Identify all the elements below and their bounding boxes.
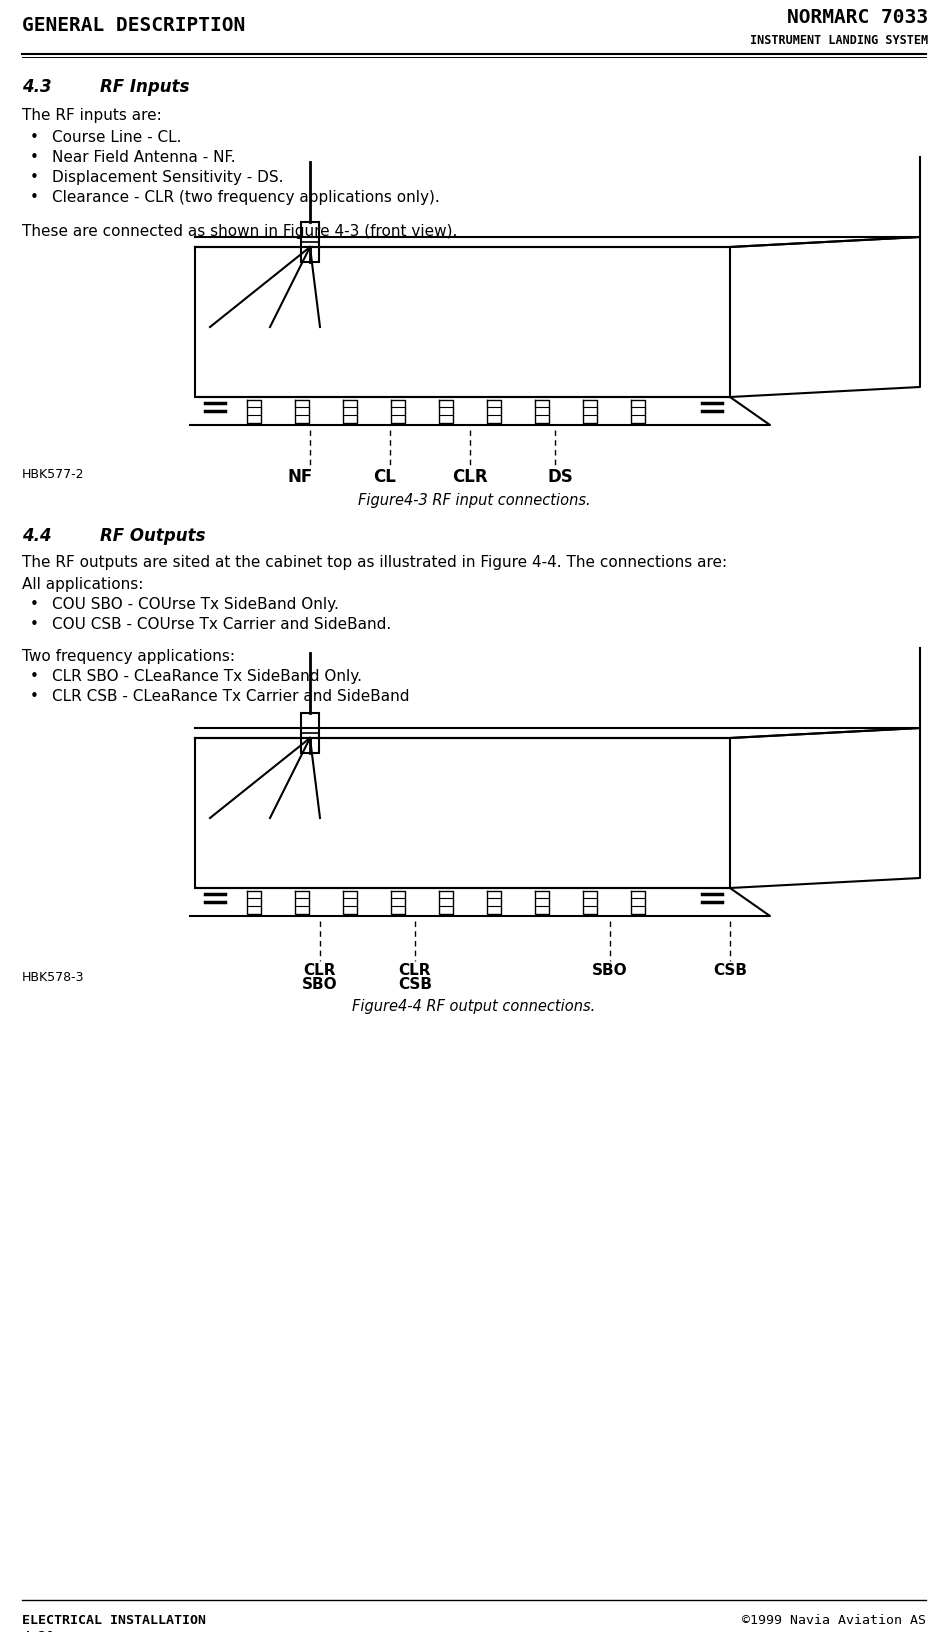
- Text: •: •: [30, 597, 39, 612]
- Text: •: •: [30, 131, 39, 145]
- Text: NORMARC 7033: NORMARC 7033: [787, 8, 928, 28]
- Text: •: •: [30, 150, 39, 165]
- Text: COU CSB - COUrse Tx Carrier and SideBand.: COU CSB - COUrse Tx Carrier and SideBand…: [52, 617, 392, 632]
- Text: CLR: CLR: [452, 468, 488, 486]
- Bar: [301, 222, 319, 263]
- Text: HBK578-3: HBK578-3: [22, 971, 84, 984]
- Text: Figure4-3 RF input connections.: Figure4-3 RF input connections.: [357, 493, 591, 508]
- Text: •: •: [30, 669, 39, 684]
- Text: 4-20: 4-20: [22, 1630, 54, 1632]
- Text: Near Field Antenna - NF.: Near Field Antenna - NF.: [52, 150, 236, 165]
- Text: SBO: SBO: [302, 978, 337, 992]
- Text: Clearance - CLR (two frequency applications only).: Clearance - CLR (two frequency applicati…: [52, 189, 440, 206]
- Text: INSTRUMENT LANDING SYSTEM: INSTRUMENT LANDING SYSTEM: [750, 34, 928, 47]
- Text: ELECTRICAL INSTALLATION: ELECTRICAL INSTALLATION: [22, 1614, 206, 1627]
- Text: SBO: SBO: [592, 963, 628, 978]
- Text: CLR: CLR: [399, 963, 431, 978]
- Text: ©1999 Navia Aviation AS: ©1999 Navia Aviation AS: [742, 1614, 926, 1627]
- Text: CLR CSB - CLeaRance Tx Carrier and SideBand: CLR CSB - CLeaRance Tx Carrier and SideB…: [52, 689, 410, 703]
- Text: CSB: CSB: [713, 963, 747, 978]
- Text: The RF outputs are sited at the cabinet top as illustrated in Figure 4-4. The co: The RF outputs are sited at the cabinet …: [22, 555, 727, 570]
- Text: CLR SBO - CLeaRance Tx SideBand Only.: CLR SBO - CLeaRance Tx SideBand Only.: [52, 669, 362, 684]
- Text: Course Line - CL.: Course Line - CL.: [52, 131, 181, 145]
- Text: RF Inputs: RF Inputs: [100, 78, 190, 96]
- Text: GENERAL DESCRIPTION: GENERAL DESCRIPTION: [22, 16, 246, 34]
- Text: DS: DS: [547, 468, 573, 486]
- Text: HBK577-2: HBK577-2: [22, 468, 84, 481]
- Text: Two frequency applications:: Two frequency applications:: [22, 650, 235, 664]
- Text: NF: NF: [287, 468, 313, 486]
- Bar: [301, 713, 319, 752]
- Text: Figure4-4 RF output connections.: Figure4-4 RF output connections.: [353, 999, 595, 1013]
- Text: CSB: CSB: [398, 978, 432, 992]
- Text: •: •: [30, 170, 39, 184]
- Text: •: •: [30, 617, 39, 632]
- Text: The RF inputs are:: The RF inputs are:: [22, 108, 162, 122]
- Text: COU SBO - COUrse Tx SideBand Only.: COU SBO - COUrse Tx SideBand Only.: [52, 597, 338, 612]
- Text: 4.3: 4.3: [22, 78, 51, 96]
- Text: RF Outputs: RF Outputs: [100, 527, 206, 545]
- Text: •: •: [30, 189, 39, 206]
- Text: 4.4: 4.4: [22, 527, 51, 545]
- Text: CL: CL: [374, 468, 396, 486]
- Text: All applications:: All applications:: [22, 578, 143, 592]
- Text: CLR: CLR: [303, 963, 337, 978]
- Text: •: •: [30, 689, 39, 703]
- Text: These are connected as shown in Figure 4-3 (front view).: These are connected as shown in Figure 4…: [22, 224, 457, 238]
- Text: Displacement Sensitivity - DS.: Displacement Sensitivity - DS.: [52, 170, 283, 184]
